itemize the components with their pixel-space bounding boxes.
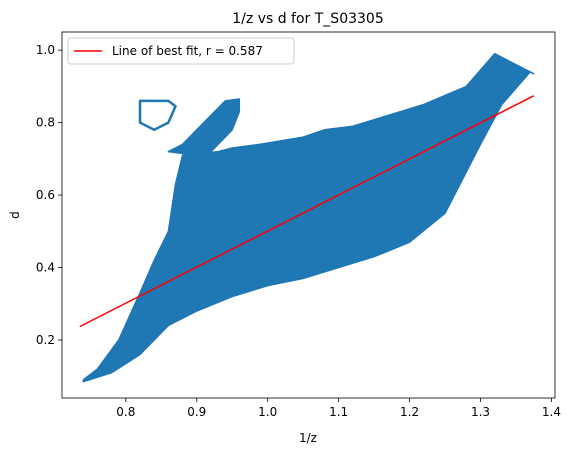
y-tick-label: 0.8 <box>36 116 55 130</box>
x-tick-label: 0.9 <box>187 405 206 419</box>
scatter-region-lower-right-arm <box>295 174 453 254</box>
legend: Line of best fit, r = 0.587 <box>67 37 295 65</box>
legend-box <box>67 37 295 65</box>
y-tick-label: 0.4 <box>36 261 55 275</box>
x-axis-label: 1/z <box>299 431 317 445</box>
x-axis-ticks: 0.8 0.9 1.0 1.1 1.2 1.3 1.4 <box>116 398 561 419</box>
y-tick-label: 0.2 <box>36 333 55 347</box>
y-axis-ticks: 0.2 0.4 0.6 0.8 1.0 <box>36 43 62 347</box>
fit-line-layer <box>79 95 535 328</box>
chart-title: 1/z vs d for T_S03305 <box>232 11 383 27</box>
x-tick-label: 1.0 <box>258 405 277 419</box>
scatter-points <box>82 52 535 383</box>
x-tick-label: 1.4 <box>542 405 561 419</box>
scatter-region-upper-left-outline <box>138 99 177 132</box>
y-tick-label: 0.6 <box>36 188 55 202</box>
x-tick-label: 1.2 <box>400 405 419 419</box>
x-tick-label: 1.3 <box>471 405 490 419</box>
y-axis-label: d <box>8 211 22 219</box>
scatter-region-upper-left-block <box>167 98 241 156</box>
plot-frame-border <box>61 31 556 399</box>
fit-line <box>79 95 535 328</box>
x-tick-label: 0.8 <box>116 405 135 419</box>
y-tick-label: 1.0 <box>36 43 55 57</box>
scatter-region-main-band <box>82 52 535 383</box>
x-tick-label: 1.1 <box>329 405 348 419</box>
legend-label: Line of best fit, r = 0.587 <box>112 44 263 58</box>
